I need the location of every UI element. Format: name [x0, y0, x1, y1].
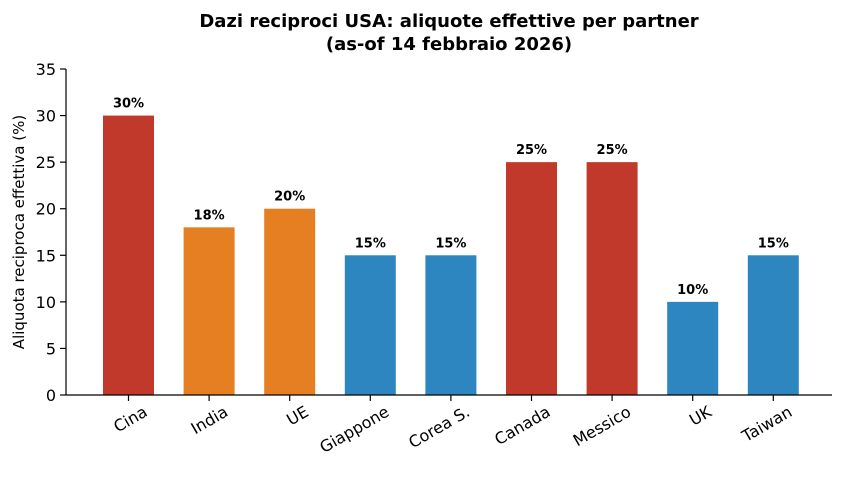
x-tick-label: Messico: [570, 402, 634, 450]
data-label: 10%: [677, 283, 708, 298]
data-label: 25%: [516, 143, 547, 158]
y-tick-label: 25: [36, 153, 56, 172]
y-axis-label: Aliquota reciproca effettiva (%): [10, 115, 28, 349]
bar-india: [183, 227, 235, 395]
data-label: 25%: [597, 143, 628, 158]
bar-uk: [667, 301, 719, 395]
y-tick-label: 5: [46, 339, 56, 358]
y-axis-ticks: 0 5 10 15 20 25 30 35: [36, 60, 66, 405]
x-tick-label: Taiwan: [738, 402, 795, 446]
x-axis-ticks: Cina India UE Giappone Corea S. Canada Messico…: [110, 395, 795, 457]
x-tick-label: UK: [686, 402, 715, 430]
data-label: 20%: [274, 190, 305, 205]
x-tick-label: UE: [283, 402, 311, 429]
bar-giappone: [344, 255, 396, 395]
data-labels-group: 30% 18% 20% 15% 15% 25% 25% 10% 15%: [113, 97, 789, 298]
bar-taiwan: [747, 255, 799, 395]
y-tick-label: 0: [46, 386, 56, 405]
y-tick-label: 30: [36, 107, 56, 126]
bar-cina: [103, 115, 154, 396]
bar-canada: [506, 162, 557, 395]
y-tick-label: 20: [36, 200, 56, 219]
data-label: 15%: [355, 236, 386, 251]
bar-ue: [264, 208, 316, 395]
bar-messico: [586, 162, 638, 395]
x-tick-label: Canada: [491, 402, 553, 449]
x-tick-label: Giappone: [316, 402, 392, 457]
data-label: 15%: [758, 236, 789, 251]
y-tick-label: 10: [36, 293, 56, 312]
x-tick-label: India: [188, 402, 232, 438]
bar-corea-s: [425, 255, 477, 395]
x-tick-label: Cina: [110, 402, 150, 436]
data-label: 18%: [194, 208, 225, 223]
bars-group: [103, 115, 799, 396]
data-label: 15%: [435, 236, 466, 251]
x-tick-label: Corea S.: [405, 402, 473, 452]
y-tick-label: 35: [36, 60, 56, 79]
data-label: 30%: [113, 97, 144, 112]
chart-title: Dazi reciproci USA: aliquote effettive p…: [199, 11, 698, 32]
chart-subtitle: (as-of 14 febbraio 2026): [326, 34, 572, 55]
y-tick-label: 15: [36, 246, 56, 265]
